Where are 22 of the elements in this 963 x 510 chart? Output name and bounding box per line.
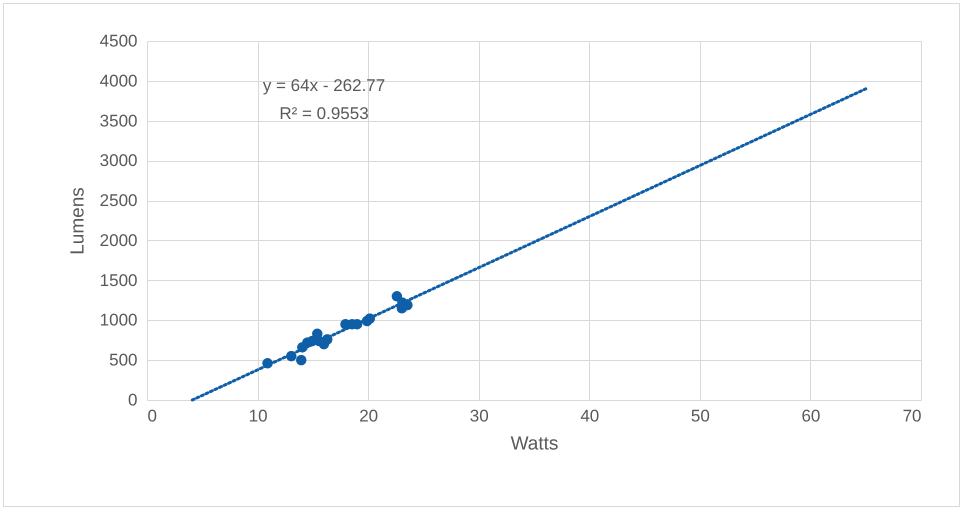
x-tick-label: 20 xyxy=(359,406,378,426)
x-tick-label: 10 xyxy=(248,406,268,426)
x-tick-label: 60 xyxy=(801,406,820,426)
x-tick-label: 40 xyxy=(580,406,600,426)
y-axis-title: Lumens xyxy=(68,187,89,255)
y-tick-label: 500 xyxy=(109,350,138,370)
y-tick-label: 2500 xyxy=(100,191,138,210)
y-tick-label: 0 xyxy=(128,390,138,410)
y-tick-label: 2000 xyxy=(100,230,138,250)
x-tick-label: 30 xyxy=(470,406,489,426)
x-tick-label: 0 xyxy=(148,406,157,426)
x-tick-label: 50 xyxy=(690,406,710,426)
annotation: y = 64x - 262.77 xyxy=(262,76,386,95)
annotation: R² = 0.9553 xyxy=(279,104,369,123)
x-tick-label: 70 xyxy=(902,406,922,426)
y-tick-label: 1500 xyxy=(100,270,138,290)
y-tick-label: 3500 xyxy=(100,111,138,130)
y-tick-label: 4500 xyxy=(100,32,138,50)
x-axis-title: Watts xyxy=(510,434,558,454)
y-tick-label: 1000 xyxy=(100,310,138,330)
y-tick-label: 3000 xyxy=(100,151,138,170)
y-tick-label: 4000 xyxy=(100,71,138,90)
